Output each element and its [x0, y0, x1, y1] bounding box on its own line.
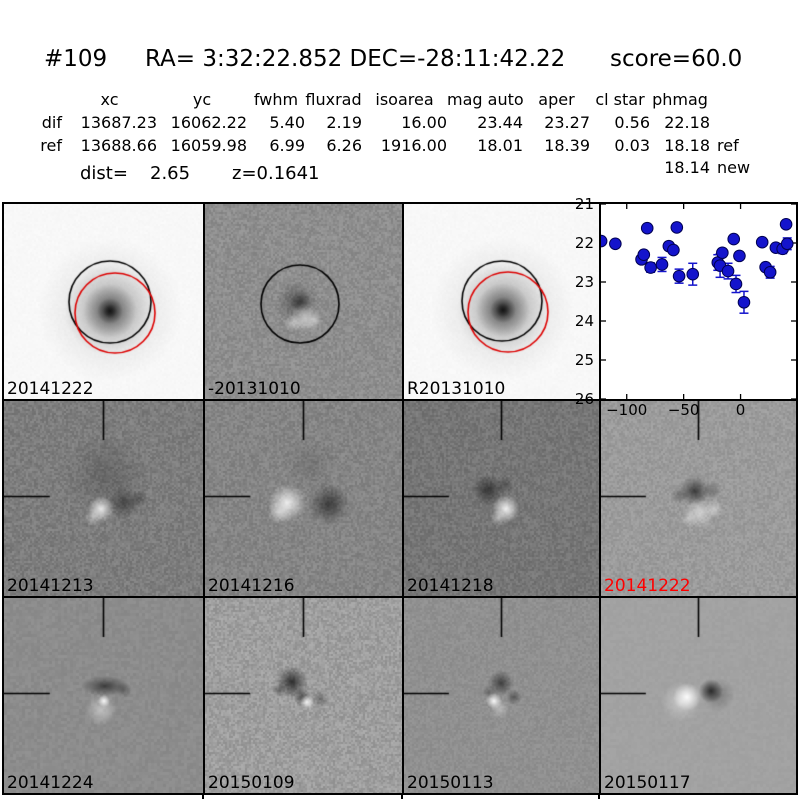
col-header: phmag	[652, 90, 708, 109]
stamp-image	[404, 401, 599, 596]
table-cell: 23.27	[544, 113, 590, 132]
grid-tick	[202, 795, 204, 799]
dist-label: dist=	[80, 163, 128, 184]
x-tick-label: 0	[735, 401, 746, 419]
stamp-date-label: 20141218	[407, 576, 494, 596]
table-cell: 16059.98	[170, 136, 247, 155]
stamp-panel-current-epoch: 20141222	[599, 399, 796, 596]
candidate-id: #109	[44, 46, 108, 72]
stamp-panel: 20141224	[4, 596, 203, 793]
dist-value: 2.65	[150, 163, 191, 184]
stamp-date-label: 20141222	[7, 379, 94, 399]
table-cell: 18.39	[544, 136, 590, 155]
x-tick-label: −50	[667, 401, 700, 419]
stamp-panel: 20150117	[599, 596, 796, 793]
stamp-date-label: 20141222	[604, 576, 691, 596]
stamp-date-label: -20131010	[208, 379, 301, 399]
col-header: yc	[192, 90, 212, 109]
col-header: aper	[538, 90, 575, 109]
table-cell: 18.18	[664, 136, 710, 155]
table-cell: 6.26	[326, 136, 362, 155]
col-header: isoarea	[375, 90, 434, 109]
col-header: fluxrad	[305, 90, 362, 109]
grid-tick	[598, 795, 600, 799]
stamp-image	[601, 401, 796, 596]
table-cell: 22.18	[664, 113, 710, 132]
stamp-grid-frame	[2, 202, 798, 795]
stamp-date-label: 20150117	[604, 773, 691, 793]
light-curve-points	[601, 204, 796, 399]
stamp-panel: 20141218	[402, 399, 599, 596]
table-cell: 2.19	[326, 113, 362, 132]
table-row-dif: dif 13687.23 16062.22 5.40 2.19 16.00 23…	[22, 113, 765, 132]
y-tick-label: 25	[574, 351, 594, 369]
col-header: fwhm	[253, 90, 299, 109]
stamp-panel-new-image: 20141222	[4, 204, 203, 399]
table-cell: 23.44	[477, 113, 523, 132]
stamp-image	[4, 204, 203, 399]
table-cell: 0.56	[614, 113, 650, 132]
stamp-date-label: 20150113	[407, 773, 494, 793]
table-cell: 13688.66	[80, 136, 157, 155]
y-tick-label: 26	[574, 390, 594, 408]
col-header: mag auto	[447, 90, 524, 109]
table-cell: 13687.23	[80, 113, 157, 132]
y-tick-label: 21	[574, 195, 594, 213]
y-tick-label: 24	[574, 312, 594, 330]
stamp-panel: 20141213	[4, 399, 203, 596]
y-tick-label: 22	[574, 234, 594, 252]
stamp-image	[205, 204, 402, 399]
candidate-radec: RA= 3:32:22.852 DEC=-28:11:42.22	[145, 46, 566, 72]
x-tick-label: −100	[606, 401, 648, 419]
table-cell: 16062.22	[170, 113, 247, 132]
y-tick-label: 23	[574, 273, 594, 291]
stamp-panel: 20150113	[402, 596, 599, 793]
stamp-image	[4, 401, 203, 596]
stamp-date-label: 20141216	[208, 576, 295, 596]
stamp-image	[601, 598, 796, 793]
stamp-date-label: 20141224	[7, 773, 94, 793]
table-cell-suffix: ref	[717, 136, 739, 155]
stamp-image	[404, 598, 599, 793]
stamp-panel: 20150109	[203, 596, 402, 793]
grid-tick	[401, 795, 403, 799]
row-label: ref	[40, 136, 62, 155]
table-cell: 16.00	[401, 113, 447, 132]
stamp-panel-dif-image: -20131010	[203, 204, 402, 399]
table-cell-suffix: new	[717, 158, 751, 177]
table-header-row: xc yc fwhm fluxrad isoarea mag auto aper…	[22, 90, 765, 109]
stamp-date-label: 20141213	[7, 576, 94, 596]
col-header: xc	[100, 90, 119, 109]
table-cell: 6.99	[269, 136, 305, 155]
table-cell: 18.14	[664, 158, 710, 177]
stamp-image	[205, 401, 402, 596]
table-cell: 0.03	[614, 136, 650, 155]
stamp-image	[4, 598, 203, 793]
candidate-score: score=60.0	[610, 46, 743, 72]
table-row-phmag-new: 18.14 new	[22, 158, 765, 177]
table-cell: 18.01	[477, 136, 523, 155]
table-row-ref: ref 13688.66 16059.98 6.99 6.26 1916.00 …	[22, 136, 765, 155]
table-cell: 5.40	[269, 113, 305, 132]
table-cell-suffix	[710, 113, 765, 132]
col-header: cl star	[595, 90, 645, 109]
stamp-date-label: 20150109	[208, 773, 295, 793]
stamp-panel: 20141216	[203, 399, 402, 596]
row-label: dif	[41, 113, 62, 132]
stamp-panel-ref-image: R20131010	[402, 204, 599, 399]
stamp-date-label: R20131010	[407, 379, 506, 399]
redshift-value: z=0.1641	[232, 163, 320, 184]
stamp-image	[205, 598, 402, 793]
table-cell: 1916.00	[380, 136, 447, 155]
stamp-image	[404, 204, 599, 399]
light-curve-plot	[599, 204, 796, 399]
